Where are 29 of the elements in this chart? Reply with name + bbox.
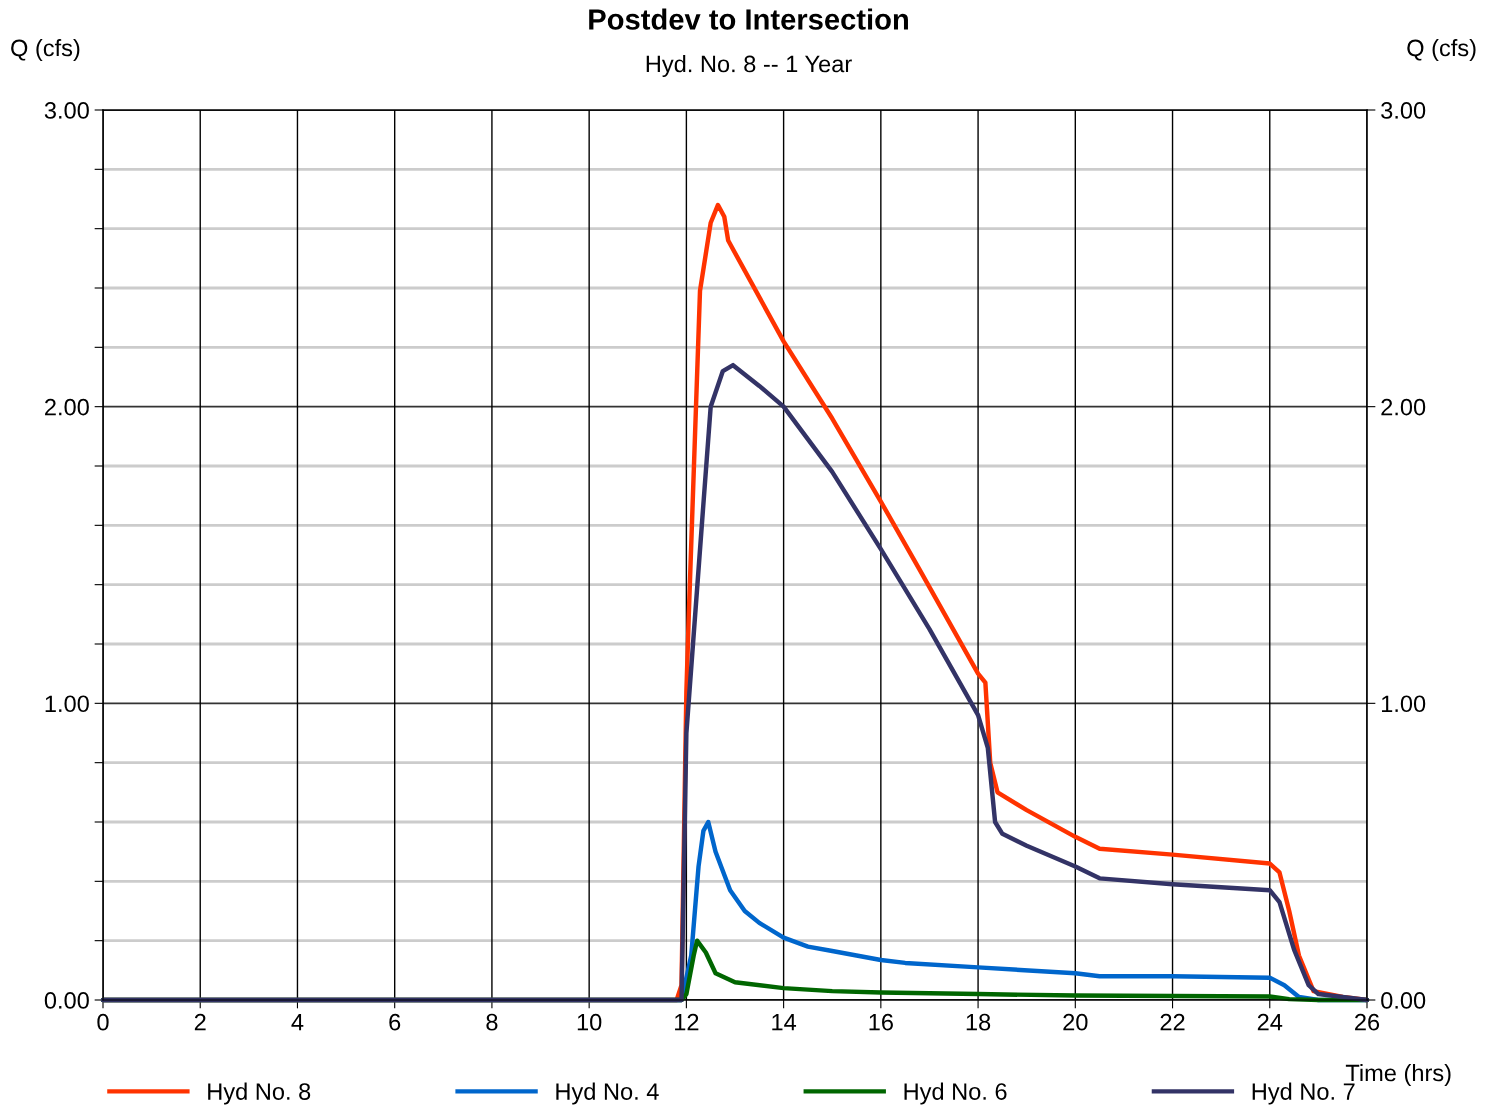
- x-tick-label: 24: [1257, 1013, 1283, 1031]
- y2-tick-label: 0.00: [1381, 992, 1426, 1009]
- y2-tick-label: 1.00: [1381, 695, 1426, 713]
- chart-title: Postdev to Intersection: [589, 8, 908, 30]
- legend-label: Hyd No. 6: [904, 1082, 1007, 1105]
- legend-label: Hyd No. 4: [556, 1082, 659, 1105]
- chart-subtitle: Hyd. No. 8 -- 1 Year: [646, 55, 852, 77]
- x-tick-label: 6: [389, 1013, 401, 1031]
- y-axis-title: Q (cfs): [11, 39, 80, 61]
- y-tick-label: 2.00: [45, 398, 89, 416]
- x-tick-label: 18: [966, 1013, 991, 1031]
- y2-axis-title: Q (cfs): [1407, 39, 1476, 61]
- y-tick-label: 3.00: [44, 102, 89, 119]
- y-tick-label: 1.00: [45, 695, 89, 713]
- x-tick-label: 2: [194, 1013, 206, 1031]
- x-tick-label: 0: [97, 1013, 109, 1031]
- x-tick-label: 22: [1160, 1013, 1185, 1031]
- x-tick-label: 16: [869, 1013, 893, 1031]
- x-tick-label: 20: [1063, 1013, 1088, 1031]
- x-tick-label: 4: [291, 1014, 304, 1031]
- y-tick-label: 0.00: [44, 992, 89, 1009]
- x-tick-label: 14: [772, 1014, 797, 1031]
- x-tick-label: 8: [486, 1013, 498, 1031]
- legend-label: Hyd No. 8: [208, 1082, 311, 1105]
- y2-tick-label: 3.00: [1381, 102, 1426, 119]
- x-tick-label: 10: [577, 1013, 602, 1031]
- x-tick-label: 26: [1355, 1013, 1380, 1031]
- x-tick-label: 12: [675, 1013, 699, 1031]
- y2-tick-label: 2.00: [1381, 398, 1426, 416]
